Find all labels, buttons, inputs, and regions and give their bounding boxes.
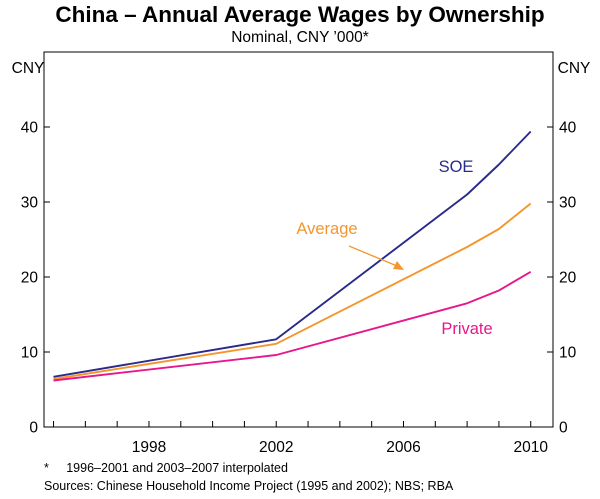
average-series-label: Average xyxy=(296,220,357,238)
average-label-arrowhead xyxy=(393,261,404,270)
note-sources: Sources: Chinese Household Income Projec… xyxy=(44,479,454,493)
note-interpolation: * 1996–2001 and 2003–2007 interpolated xyxy=(44,461,288,475)
y-tick-label-right: 0 xyxy=(559,420,568,437)
soe-series-label: SOE xyxy=(439,158,474,176)
y-tick-label-right: 10 xyxy=(559,345,577,362)
y-tick-label-right: 20 xyxy=(559,270,577,287)
y-tick-label-left: 0 xyxy=(29,420,38,437)
private-series-label: Private xyxy=(441,320,492,338)
y-tick-label-left: 30 xyxy=(21,195,39,212)
average-label-arrow xyxy=(348,245,398,267)
y-axis-label-left: CNY xyxy=(12,60,45,77)
x-ticks: 1998 2002 2006 2010 xyxy=(53,421,548,456)
x-tick-label: 2006 xyxy=(386,439,420,456)
series-line-average xyxy=(53,202,532,380)
chart-subtitle: Nominal, CNY ’000* xyxy=(231,29,369,46)
series-line-private xyxy=(53,270,532,382)
y-tick-label-left: 10 xyxy=(21,345,39,362)
x-tick-label: 1998 xyxy=(132,439,166,456)
plot-frame xyxy=(43,51,554,428)
series-lines xyxy=(53,130,532,382)
x-tick-label: 2010 xyxy=(513,439,548,456)
y-ticks: 0 0 10 10 20 20 30 30 40 40 xyxy=(21,120,577,437)
chart-title: China – Annual Average Wages by Ownershi… xyxy=(55,2,544,27)
y-axis-label-right: CNY xyxy=(558,60,591,77)
y-tick-label-left: 40 xyxy=(21,120,39,137)
y-tick-label-right: 30 xyxy=(559,195,577,212)
series-line-soe xyxy=(53,130,532,378)
x-tick-label: 2002 xyxy=(259,439,293,456)
y-tick-label-right: 40 xyxy=(559,120,577,137)
y-tick-label-left: 20 xyxy=(21,270,39,287)
